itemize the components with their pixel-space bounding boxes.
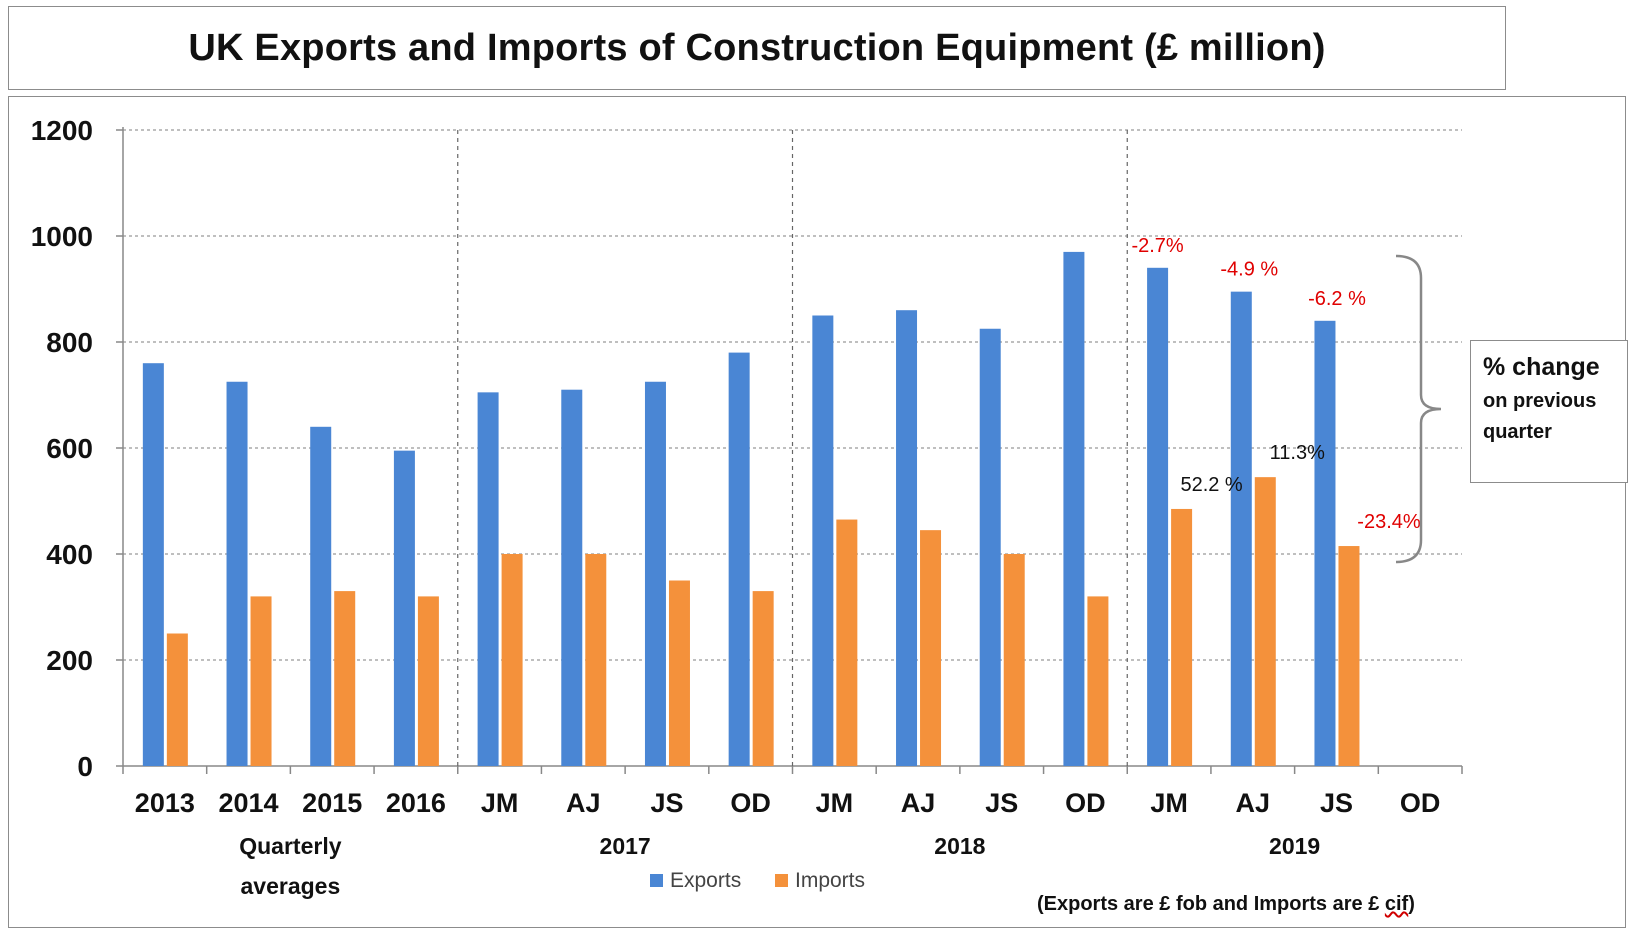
y-tick-label: 400 [46,539,93,570]
imports-bar [1003,554,1025,766]
imports-bar [752,591,774,766]
x-group-label: averages [241,873,341,899]
data-annotation: -4.9 % [1220,259,1278,281]
title-box: UK Exports and Imports of Construction E… [8,6,1506,90]
exports-bar [1230,291,1252,766]
imports-bar [836,519,858,766]
percent-change-note: % change on previous quarter [1470,340,1628,483]
x-group-label: 2018 [934,833,985,859]
y-tick-label: 0 [77,751,93,782]
exports-bar [896,310,918,766]
imports-bar [1338,546,1360,766]
x-category-label: AJ [901,788,936,818]
curly-brace [1395,254,1442,564]
imports-bar [668,580,690,766]
x-category-label: 2013 [135,788,195,818]
imports-bar [166,633,188,766]
imports-bar [1254,477,1276,766]
y-tick-label: 200 [46,645,93,676]
x-category-label: OD [1400,788,1441,818]
exports-bar [728,352,750,766]
exports-bar [979,328,1001,766]
chart-title: UK Exports and Imports of Construction E… [188,26,1326,69]
note-line-2: on previous [1483,390,1597,412]
y-tick-label: 1000 [31,221,93,252]
data-annotation: -23.4% [1357,511,1421,533]
x-group-label: 2019 [1269,833,1320,859]
note-line-3: quarter [1483,421,1552,443]
x-category-label: JM [481,788,519,818]
y-tick-label: 800 [46,327,93,358]
data-annotation: 11.3% [1270,442,1325,464]
footnote-end: ) [1408,893,1415,915]
y-tick-label: 600 [46,433,93,464]
legend-label-exports: Exports [670,869,741,892]
legend-label-imports: Imports [795,869,865,892]
imports-bar [334,591,356,766]
x-category-label: AJ [1236,788,1271,818]
imports-bar [417,596,439,766]
note-line-1: % change [1483,353,1600,381]
x-category-label: OD [730,788,771,818]
footnote-text: (Exports are £ fob and Imports are £ [1037,893,1385,915]
exports-bar [393,450,415,766]
x-group-label: 2017 [600,833,651,859]
exports-bar [812,315,834,766]
x-category-label: 2015 [302,788,362,818]
imports-bar [250,596,272,766]
data-annotation: -2.7% [1131,235,1183,257]
x-category-label: JS [650,788,683,818]
imports-bar [920,530,942,766]
imports-bar [501,554,523,766]
exports-bar [1314,320,1336,766]
imports-bar [585,554,607,766]
x-category-label: JM [1150,788,1188,818]
data-annotation: -6.2 % [1308,288,1366,310]
data-annotation: 52.2 % [1180,474,1242,496]
exports-bar [226,381,248,766]
exports-bar [561,389,583,766]
exports-bar [1147,267,1169,766]
legend-swatch-imports [775,874,788,887]
exports-bar [310,426,332,766]
imports-bar [1171,508,1193,766]
x-category-label: 2016 [386,788,446,818]
x-category-label: OD [1065,788,1106,818]
x-category-label: 2014 [218,788,278,818]
x-category-label: JM [816,788,854,818]
imports-bar [1087,596,1109,766]
legend-swatch-exports [650,874,663,887]
x-category-label: AJ [566,788,601,818]
chart-frame [8,96,1626,928]
footnote-cif: cif [1384,893,1409,915]
x-category-label: JS [985,788,1018,818]
x-group-label: Quarterly [239,833,341,859]
exports-bar [142,363,164,766]
y-tick-label: 1200 [31,115,93,146]
x-category-label: JS [1320,788,1353,818]
footnote: (Exports are £ fob and Imports are £ cif… [1037,893,1415,916]
exports-bar [477,392,499,766]
exports-bar [1063,251,1085,766]
exports-bar [644,381,666,766]
